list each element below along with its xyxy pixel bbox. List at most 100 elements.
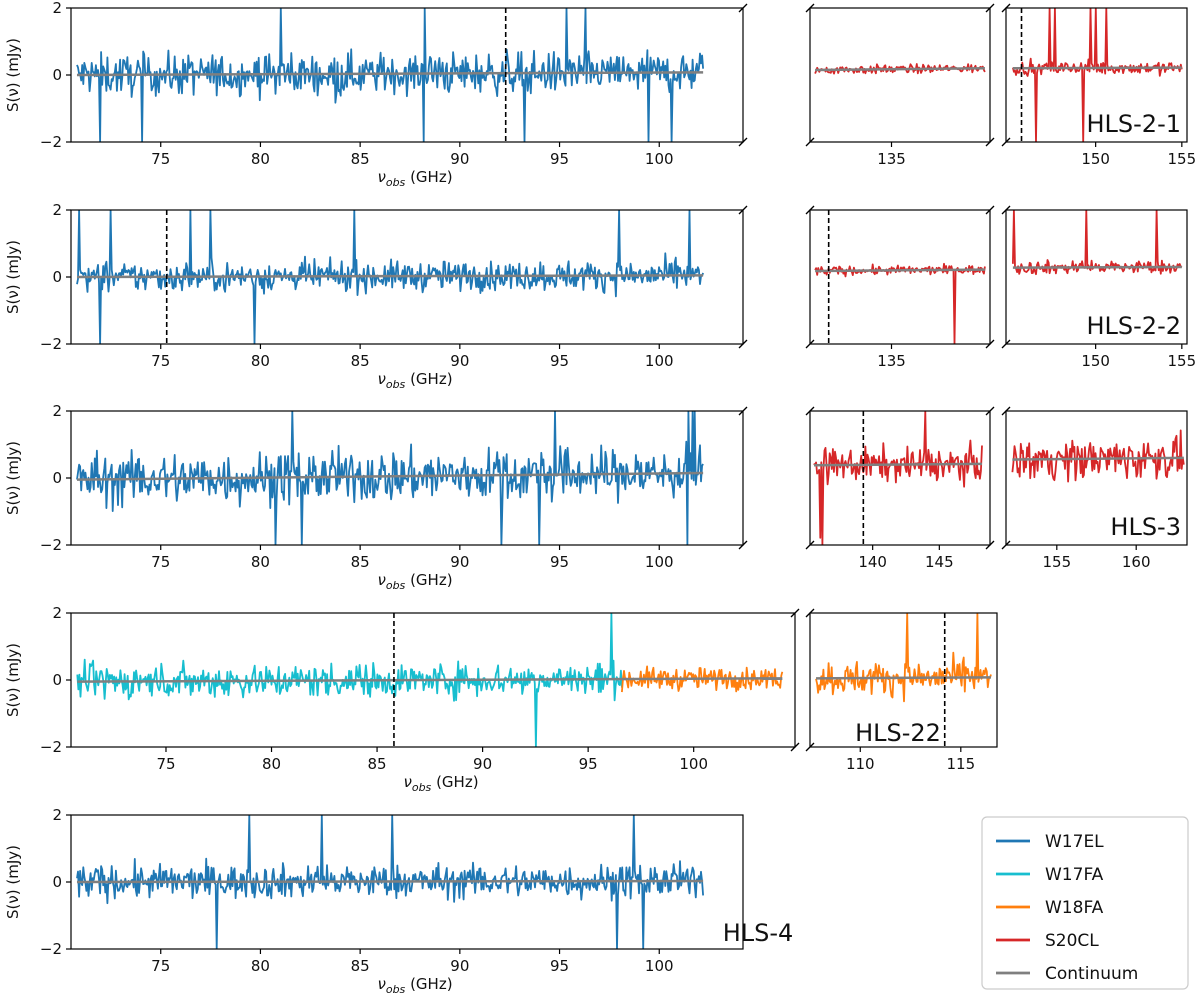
continuum-line (76, 274, 704, 279)
x-tick-label: 90 (450, 957, 469, 975)
x-tick-label: 80 (251, 352, 270, 370)
x-tick-label: 95 (550, 352, 569, 370)
plot-area (814, 63, 986, 75)
x-axis-label-symbol: ν (377, 975, 385, 993)
x-axis-label-unit: (GHz) (405, 168, 452, 186)
x-tick-label: 135 (877, 352, 906, 370)
y-tick-label: −2 (40, 738, 62, 756)
y-axis-label: S(ν) (mJy) (4, 643, 22, 717)
axis-break-mark (790, 742, 800, 752)
x-tick-label: 85 (368, 755, 387, 773)
continuum-line (1012, 456, 1184, 461)
series-w17el (76, 210, 704, 344)
segment-2: 140 145 (809, 410, 991, 571)
axis-break-mark (985, 3, 995, 13)
x-tick-label: 95 (550, 957, 569, 975)
x-tick-label: 90 (450, 150, 469, 168)
segment-1: 75 80 85 90 95 100 (70, 209, 744, 370)
x-tick-label: 80 (251, 553, 270, 571)
y-tick-label: 2 (52, 0, 62, 17)
axis-break-mark (805, 3, 815, 13)
x-tick-label: 75 (151, 352, 170, 370)
x-axis-label: νobs (GHz) (377, 975, 452, 996)
legend-label-w17fa: W17FA (1045, 865, 1104, 885)
axes-frame (1005, 209, 1188, 345)
continuum-line (1012, 265, 1182, 269)
source-label: HLS-2-2 (1086, 312, 1181, 340)
x-tick-label: 155 (1168, 150, 1197, 168)
x-tick-label: 100 (679, 755, 708, 773)
axis-break-mark (805, 540, 815, 550)
axis-break-mark (1001, 540, 1011, 550)
plot-area (76, 815, 704, 949)
series-s20cl (1011, 429, 1185, 483)
y-axis-label: S(ν) (mJy) (4, 441, 22, 515)
x-axis-label: νobs (GHz) (377, 571, 452, 592)
x-tick-label: 75 (151, 957, 170, 975)
legend-label-w17el: W17EL (1045, 832, 1104, 852)
y-tick-label: 2 (52, 604, 62, 622)
x-tick-label: 150 (1081, 352, 1110, 370)
x-tick-label: 100 (645, 553, 674, 571)
series-w17fa (76, 613, 623, 747)
axis-break-mark (1001, 339, 1011, 349)
segment-1: 75 80 85 90 95 100 (70, 612, 796, 773)
x-tick-label: 90 (450, 553, 469, 571)
x-tick-label: 155 (1042, 553, 1071, 571)
x-tick-label: 75 (151, 553, 170, 571)
axis-break-mark (985, 406, 995, 416)
plot-area (813, 411, 983, 545)
x-tick-label: 95 (550, 553, 569, 571)
x-tick-label: 90 (450, 352, 469, 370)
legend-label-continuum: Continuum (1045, 964, 1138, 984)
y-tick-label: 0 (52, 469, 62, 487)
axis-break-mark (738, 406, 748, 416)
series-s20cl (814, 262, 986, 344)
axis-break-mark (1001, 406, 1011, 416)
axis-break-mark (805, 339, 815, 349)
x-tick-label: 145 (925, 553, 954, 571)
axes-frame (809, 7, 991, 143)
y-tick-label: 2 (52, 402, 62, 420)
plot-area (1012, 8, 1183, 142)
segment-3: 155 160 (1005, 410, 1188, 571)
source-label: HLS-3 (1110, 513, 1181, 541)
axes-frame (70, 612, 796, 748)
segment-2: 110 115 (809, 612, 998, 773)
x-tick-label: 85 (351, 957, 370, 975)
segment-2: 135 (809, 209, 991, 370)
x-tick-label: 80 (251, 150, 270, 168)
continuum-line (76, 471, 704, 481)
segment-1: 75 80 85 90 95 100 (70, 410, 744, 571)
panel-hls-3: S(ν) (mJy) −2 0 2 75 80 85 90 95 100 140 145 155 160 ν… (4, 402, 1188, 592)
y-tick-label: −2 (40, 335, 62, 353)
axes-frame (809, 410, 991, 546)
y-tick-label: −2 (40, 536, 62, 554)
x-axis-label-sub: obs (386, 176, 406, 189)
axes-frame (809, 209, 991, 345)
x-axis-label: νobs (GHz) (377, 370, 452, 391)
series-w17el (76, 8, 704, 142)
axis-break-mark (1001, 205, 1011, 215)
axis-break-mark (738, 3, 748, 13)
x-axis-label-sub: obs (412, 781, 432, 794)
x-tick-label: 95 (579, 755, 598, 773)
panel-hls-2-1: S(ν) (mJy) −2 0 2 75 80 85 90 95 100 135 150 155 νobs… (4, 0, 1196, 189)
axis-break-mark (805, 608, 815, 618)
source-label: HLS-4 (723, 919, 794, 947)
y-tick-label: 0 (52, 66, 62, 84)
x-tick-label: 80 (251, 957, 270, 975)
y-tick-label: 2 (52, 201, 62, 219)
series-w17el (76, 411, 704, 545)
plot-area (76, 613, 784, 747)
x-axis-label-unit: (GHz) (405, 975, 452, 993)
x-axis-label-sub: obs (386, 378, 406, 391)
axes-frame (70, 209, 744, 345)
x-tick-label: 75 (151, 150, 170, 168)
series-w18fa (815, 613, 992, 703)
continuum-line (815, 268, 985, 273)
continuum-line (77, 677, 783, 683)
legend-label-s20cl: S20CL (1045, 931, 1099, 951)
x-tick-label: 100 (645, 352, 674, 370)
